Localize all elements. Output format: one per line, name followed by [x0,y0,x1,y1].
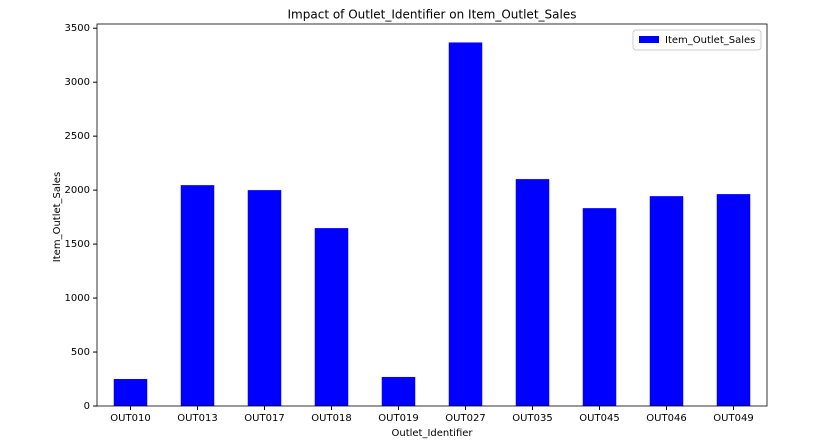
legend-label: Item_Outlet_Sales [665,35,755,46]
x-tick-label: OUT046 [646,413,686,424]
x-tick-label: OUT035 [512,413,552,424]
y-tick-label: 2000 [65,185,90,196]
x-axis-label: Outlet_Identifier [391,428,473,439]
y-tick-label: 0 [84,401,90,412]
plot-frame [96,23,768,407]
x-tick-label: OUT018 [311,413,351,424]
legend-box [632,29,762,51]
y-tick-label: 1000 [65,293,90,304]
bar [515,179,550,406]
y-tick-label: 3000 [65,77,90,88]
bar [448,42,483,406]
bar [314,228,349,406]
x-tick-label: OUT017 [244,413,284,424]
y-tick-label: 1500 [65,239,90,250]
chart-title: Impact of Outlet_Identifier on Item_Outl… [288,8,577,22]
x-tick-label: OUT045 [579,413,619,424]
bar [381,376,416,406]
y-tick-label: 2500 [65,131,90,142]
bar [649,196,684,406]
x-tick-label: OUT019 [378,413,418,424]
bar [180,185,215,406]
bar [582,208,617,406]
y-tick-label: 3500 [65,23,90,34]
x-tick-label: OUT049 [713,413,753,424]
bar [247,190,282,406]
bar [716,194,751,406]
y-axis-label: Item_Outlet_Sales [52,172,63,262]
y-tick-label: 500 [71,347,90,358]
x-tick-label: OUT010 [110,413,150,424]
x-tick-label: OUT013 [177,413,217,424]
bar [113,379,148,406]
x-tick-label: OUT027 [445,413,485,424]
legend-swatch [639,36,659,43]
